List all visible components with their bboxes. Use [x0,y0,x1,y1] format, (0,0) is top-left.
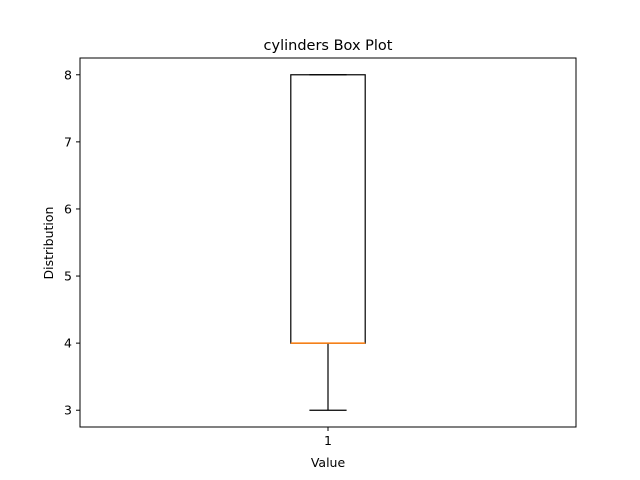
y-tick-label: 8 [64,67,72,82]
y-tick-label: 4 [64,336,72,351]
y-tick-label: 6 [64,201,72,216]
y-tick-label: 7 [64,134,72,149]
y-axis-label: Distribution [41,207,56,280]
y-tick-label: 3 [64,403,72,418]
x-axis-label: Value [311,455,346,470]
x-tick-label: 1 [324,433,332,448]
y-tick-label: 5 [64,269,72,284]
plot-area: 3 4 5 6 7 8 1 [64,57,577,448]
chart-title: cylinders Box Plot [264,38,393,54]
